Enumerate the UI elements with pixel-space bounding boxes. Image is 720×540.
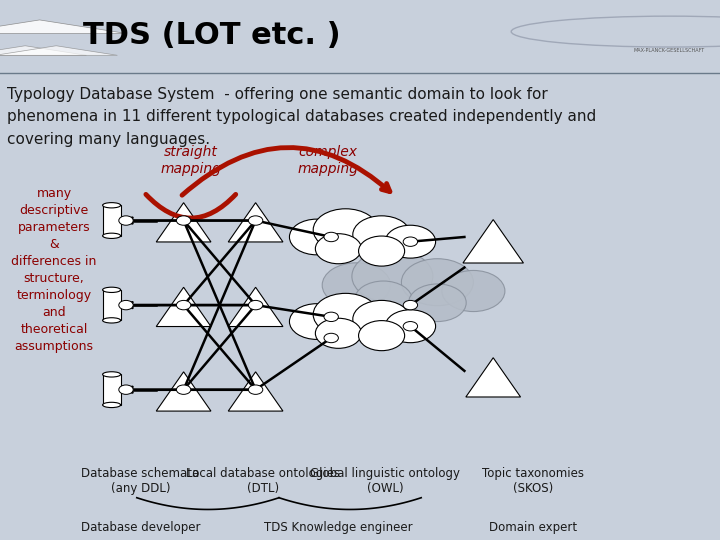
Circle shape [355,281,413,319]
FancyBboxPatch shape [102,290,121,320]
Circle shape [324,312,338,321]
Polygon shape [156,202,211,242]
Circle shape [403,237,418,246]
Polygon shape [463,220,523,263]
Polygon shape [0,46,86,55]
Text: many
descriptive
parameters
&
differences in
structure,
terminology
and
theoreti: many descriptive parameters & difference… [12,187,96,353]
Polygon shape [0,46,117,55]
Polygon shape [228,372,283,411]
Text: phenomena in 11 different typological databases created independently and: phenomena in 11 different typological da… [7,109,596,124]
Circle shape [403,300,418,310]
Ellipse shape [102,402,121,408]
Circle shape [442,271,505,312]
Polygon shape [0,20,126,33]
Text: Local database ontologies
(DTL): Local database ontologies (DTL) [186,467,340,495]
Circle shape [315,318,361,348]
Text: Global linguistic ontology
(OWL): Global linguistic ontology (OWL) [310,467,460,495]
Circle shape [289,219,344,255]
Circle shape [385,225,436,258]
Circle shape [359,236,405,266]
Circle shape [313,293,378,336]
Circle shape [248,216,263,225]
Circle shape [353,216,410,253]
Text: Domain expert: Domain expert [489,521,577,534]
Text: TDS Knowledge engineer: TDS Knowledge engineer [264,521,413,534]
Ellipse shape [102,372,121,377]
Polygon shape [466,357,521,397]
Circle shape [248,385,263,394]
Text: Topic taxonomies
(SKOS): Topic taxonomies (SKOS) [482,467,584,495]
Circle shape [511,16,720,47]
Circle shape [385,310,436,343]
Text: Typology Database System  - offering one semantic domain to look for: Typology Database System - offering one … [7,86,548,102]
Circle shape [119,216,133,225]
FancyArrowPatch shape [146,194,235,218]
Circle shape [289,303,344,340]
FancyArrowPatch shape [182,147,390,195]
Text: covering many languages.: covering many languages. [7,132,210,147]
Circle shape [176,216,191,225]
Polygon shape [156,372,211,411]
Circle shape [119,300,133,310]
Circle shape [403,321,418,331]
Circle shape [248,300,263,310]
Ellipse shape [102,202,121,208]
Polygon shape [228,202,283,242]
Circle shape [176,300,191,310]
Text: MAX-PLANCK-GESELLSCHAFT: MAX-PLANCK-GESELLSCHAFT [634,48,705,53]
Circle shape [353,300,410,338]
Text: TDS (LOT etc. ): TDS (LOT etc. ) [83,21,341,50]
Circle shape [176,385,191,394]
Polygon shape [156,287,211,327]
Circle shape [402,259,474,306]
Circle shape [313,209,378,251]
Ellipse shape [102,287,121,293]
Text: Database developer: Database developer [81,521,200,534]
Circle shape [359,321,405,350]
FancyBboxPatch shape [102,374,121,405]
Circle shape [323,263,391,307]
Circle shape [324,333,338,343]
Text: straight
mapping: straight mapping [161,145,221,176]
Polygon shape [228,287,283,327]
Circle shape [409,284,467,321]
Circle shape [315,234,361,264]
Text: Database schemata
(any DDL): Database schemata (any DDL) [81,467,199,495]
Circle shape [324,232,338,242]
Text: complex
mapping: complex mapping [297,145,358,176]
Ellipse shape [102,318,121,323]
FancyBboxPatch shape [102,205,121,236]
Circle shape [352,250,433,303]
Ellipse shape [102,233,121,239]
Circle shape [119,385,133,394]
